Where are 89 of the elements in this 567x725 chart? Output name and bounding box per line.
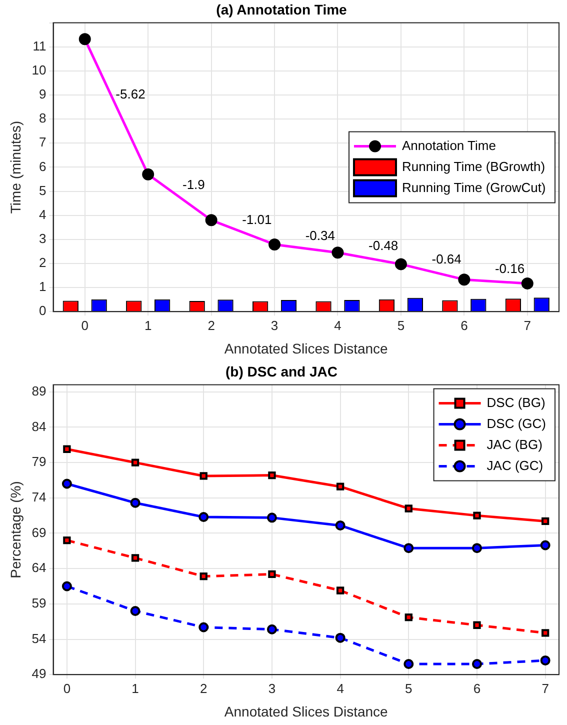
- legend-label: DSC (GC): [486, 416, 546, 431]
- point: [131, 458, 140, 466]
- x-tick-label: 2: [208, 318, 215, 333]
- point: [336, 586, 344, 594]
- legend-label: Annotation Time: [402, 138, 496, 153]
- point: [268, 471, 276, 480]
- y-axis-title: Time (minutes): [7, 120, 24, 214]
- x-axis-title: Annotated Slices Distance: [224, 703, 388, 720]
- point: [62, 478, 72, 489]
- point: [130, 498, 140, 508]
- y-tick-label: 2: [39, 255, 46, 270]
- x-tick-label: 4: [334, 318, 342, 333]
- x-tick-label: 1: [144, 318, 152, 333]
- legend-label: JAC (BG): [486, 436, 542, 452]
- x-tick-label: 6: [460, 318, 468, 333]
- y-tick-label: 69: [32, 524, 46, 540]
- x-tick-label: 2: [200, 680, 208, 696]
- x-tick-label: 1: [132, 680, 139, 696]
- y-tick-label: 1: [39, 279, 46, 294]
- point: [542, 629, 550, 637]
- point: [200, 572, 208, 580]
- x-tick-label: 4: [336, 680, 344, 696]
- point: [542, 517, 550, 526]
- x-tick-label: 3: [268, 680, 276, 696]
- point: [63, 445, 71, 453]
- legend-label: Running Time (BGrowth): [402, 158, 546, 174]
- point: [473, 621, 481, 629]
- y-tick-label: 6: [39, 158, 46, 174]
- annotation: -1.9: [182, 176, 205, 192]
- annotation: -0.64: [432, 251, 462, 266]
- y-tick-label: 4: [39, 206, 46, 222]
- y-tick-label: 8: [39, 110, 46, 126]
- y-tick-label: 0: [39, 303, 46, 318]
- point: [540, 655, 550, 666]
- legend-label: JAC (GC): [486, 458, 544, 473]
- y-tick-label: 9: [39, 86, 46, 102]
- point: [472, 543, 482, 554]
- y-tick-label: 3: [39, 230, 46, 246]
- legend-label: Running Time (GrowCut): [402, 180, 546, 195]
- x-tick-label: 0: [63, 680, 71, 696]
- annotation: -5.62: [116, 86, 146, 102]
- point: [472, 659, 482, 669]
- point: [130, 606, 140, 616]
- y-tick-label: 89: [32, 383, 46, 398]
- point: [63, 536, 71, 544]
- y-tick-label: 59: [32, 595, 46, 610]
- point: [266, 512, 277, 523]
- point: [335, 632, 346, 643]
- point: [404, 614, 412, 622]
- y-tick-label: 10: [32, 62, 46, 78]
- point: [336, 482, 344, 490]
- y-tick-label: 79: [32, 454, 46, 470]
- point: [62, 581, 72, 592]
- y-tick-label: 11: [32, 38, 46, 54]
- x-tick-label: 5: [405, 680, 412, 696]
- y-tick-label: 54: [32, 630, 46, 646]
- point: [404, 504, 412, 512]
- x-tick-label: 7: [524, 318, 532, 333]
- chart-title: (b) DSC and JAC: [226, 363, 338, 380]
- y-tick-label: 84: [32, 418, 46, 434]
- x-tick-label: 0: [81, 318, 88, 333]
- point: [200, 472, 208, 480]
- x-axis-title: Annotated Slices Distance: [224, 340, 388, 356]
- y-tick-label: 5: [39, 182, 46, 198]
- annotation: -0.16: [494, 261, 525, 276]
- y-tick-label: 49: [32, 666, 46, 682]
- annotation: -0.34: [305, 228, 335, 244]
- point: [268, 570, 276, 578]
- annotation: -1.01: [242, 212, 272, 227]
- annotation: -0.48: [368, 238, 398, 253]
- point: [335, 520, 346, 530]
- x-tick-label: 7: [542, 680, 549, 696]
- point: [198, 512, 209, 522]
- y-tick-label: 64: [32, 560, 46, 576]
- point: [198, 622, 209, 632]
- y-tick-label: 7: [39, 134, 46, 150]
- point: [131, 554, 140, 562]
- chart-title: (a) Annotation Time: [216, 1, 348, 18]
- point: [540, 540, 550, 550]
- x-tick-label: 6: [473, 680, 481, 696]
- point: [473, 512, 481, 520]
- x-tick-label: 5: [397, 318, 405, 333]
- point: [404, 659, 414, 669]
- x-tick-label: 3: [270, 318, 278, 333]
- y-axis-title: Percentage (%): [7, 481, 24, 578]
- y-tick-label: 74: [32, 489, 46, 504]
- point: [266, 624, 277, 634]
- legend-label: DSC (BG): [486, 394, 546, 410]
- point: [404, 543, 414, 554]
